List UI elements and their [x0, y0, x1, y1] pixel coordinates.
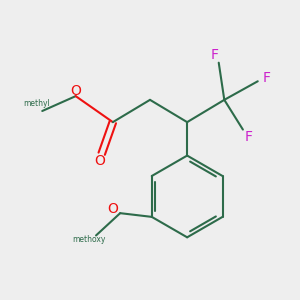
Text: O: O	[94, 154, 105, 168]
Text: O: O	[107, 202, 118, 216]
Text: methoxy: methoxy	[72, 235, 105, 244]
Text: F: F	[244, 130, 253, 144]
Text: F: F	[263, 70, 271, 85]
Text: O: O	[70, 84, 81, 98]
Text: methyl: methyl	[23, 99, 50, 108]
Text: F: F	[211, 48, 219, 62]
